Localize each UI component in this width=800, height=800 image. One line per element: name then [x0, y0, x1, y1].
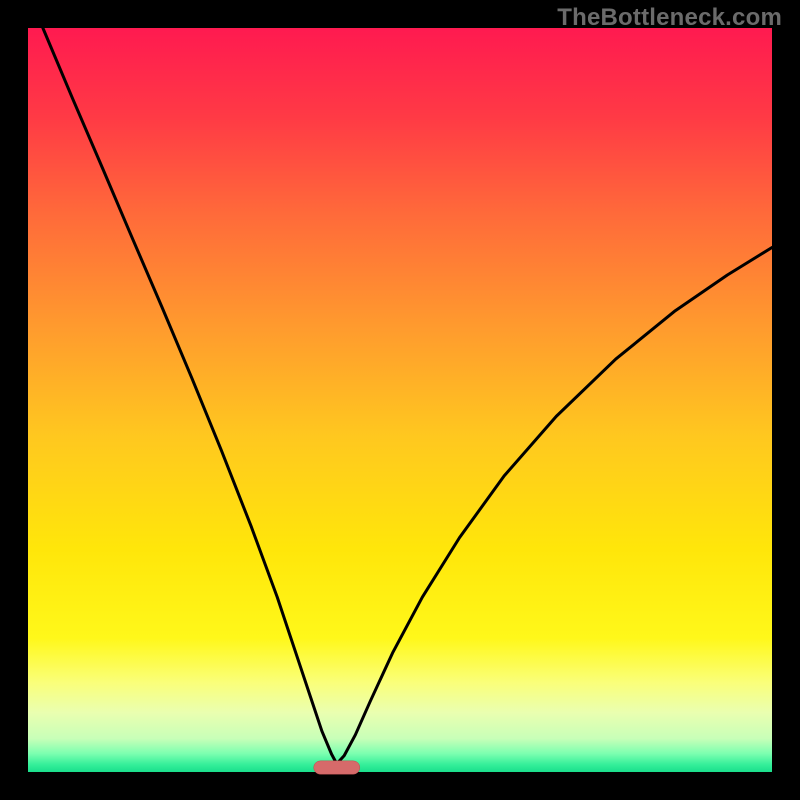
watermark-label: TheBottleneck.com [557, 4, 782, 32]
chart-frame: TheBottleneck.com [0, 0, 800, 800]
bottleneck-curve-chart [0, 0, 800, 800]
plot-background [28, 28, 772, 772]
optimal-marker [314, 761, 360, 774]
